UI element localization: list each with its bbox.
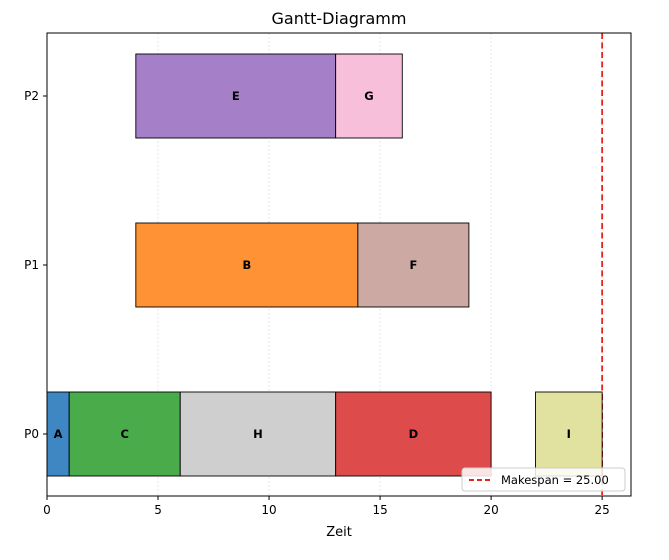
task-label-a: A bbox=[54, 427, 63, 441]
task-bar-d bbox=[335, 391, 492, 477]
x-tick-label-2: 10 bbox=[261, 503, 276, 517]
x-tick-label-0: 0 bbox=[43, 503, 51, 517]
task-bar-g bbox=[335, 53, 403, 139]
task-bar-c bbox=[68, 391, 181, 477]
task-label-f: F bbox=[409, 258, 417, 272]
x-tick-label-3: 15 bbox=[372, 503, 387, 517]
x-axis: 0 5 10 15 20 25 bbox=[43, 496, 610, 517]
x-tick-label-5: 25 bbox=[594, 503, 609, 517]
task-label-b: B bbox=[242, 258, 251, 272]
task-label-e: E bbox=[232, 89, 240, 103]
x-axis-label: Zeit bbox=[326, 525, 352, 540]
y-tick-label-p0: P0 bbox=[24, 427, 39, 441]
legend: Makespan = 25.00 bbox=[461, 467, 626, 492]
legend-box bbox=[461, 467, 626, 492]
task-bar-i bbox=[535, 391, 603, 477]
chart-title: Gantt-Diagramm bbox=[272, 9, 407, 28]
task-label-h: H bbox=[253, 427, 263, 441]
task-bar-b bbox=[135, 222, 359, 308]
y-axis: P0 P1 P2 bbox=[24, 89, 47, 441]
y-tick-label-p1: P1 bbox=[24, 258, 39, 272]
task-label-g: G bbox=[364, 89, 373, 103]
x-tick-label-4: 20 bbox=[483, 503, 498, 517]
task-bar-e bbox=[135, 53, 337, 139]
legend-makespan-label: Makespan = 25.00 bbox=[501, 473, 609, 487]
task-label-i: I bbox=[567, 427, 571, 441]
x-tick-label-1: 5 bbox=[154, 503, 162, 517]
task-bar-f bbox=[357, 222, 470, 308]
bars-layer: A C H D I B F E G bbox=[46, 53, 603, 477]
task-label-d: D bbox=[409, 427, 419, 441]
task-label-c: C bbox=[120, 427, 128, 441]
y-tick-label-p2: P2 bbox=[24, 89, 39, 103]
